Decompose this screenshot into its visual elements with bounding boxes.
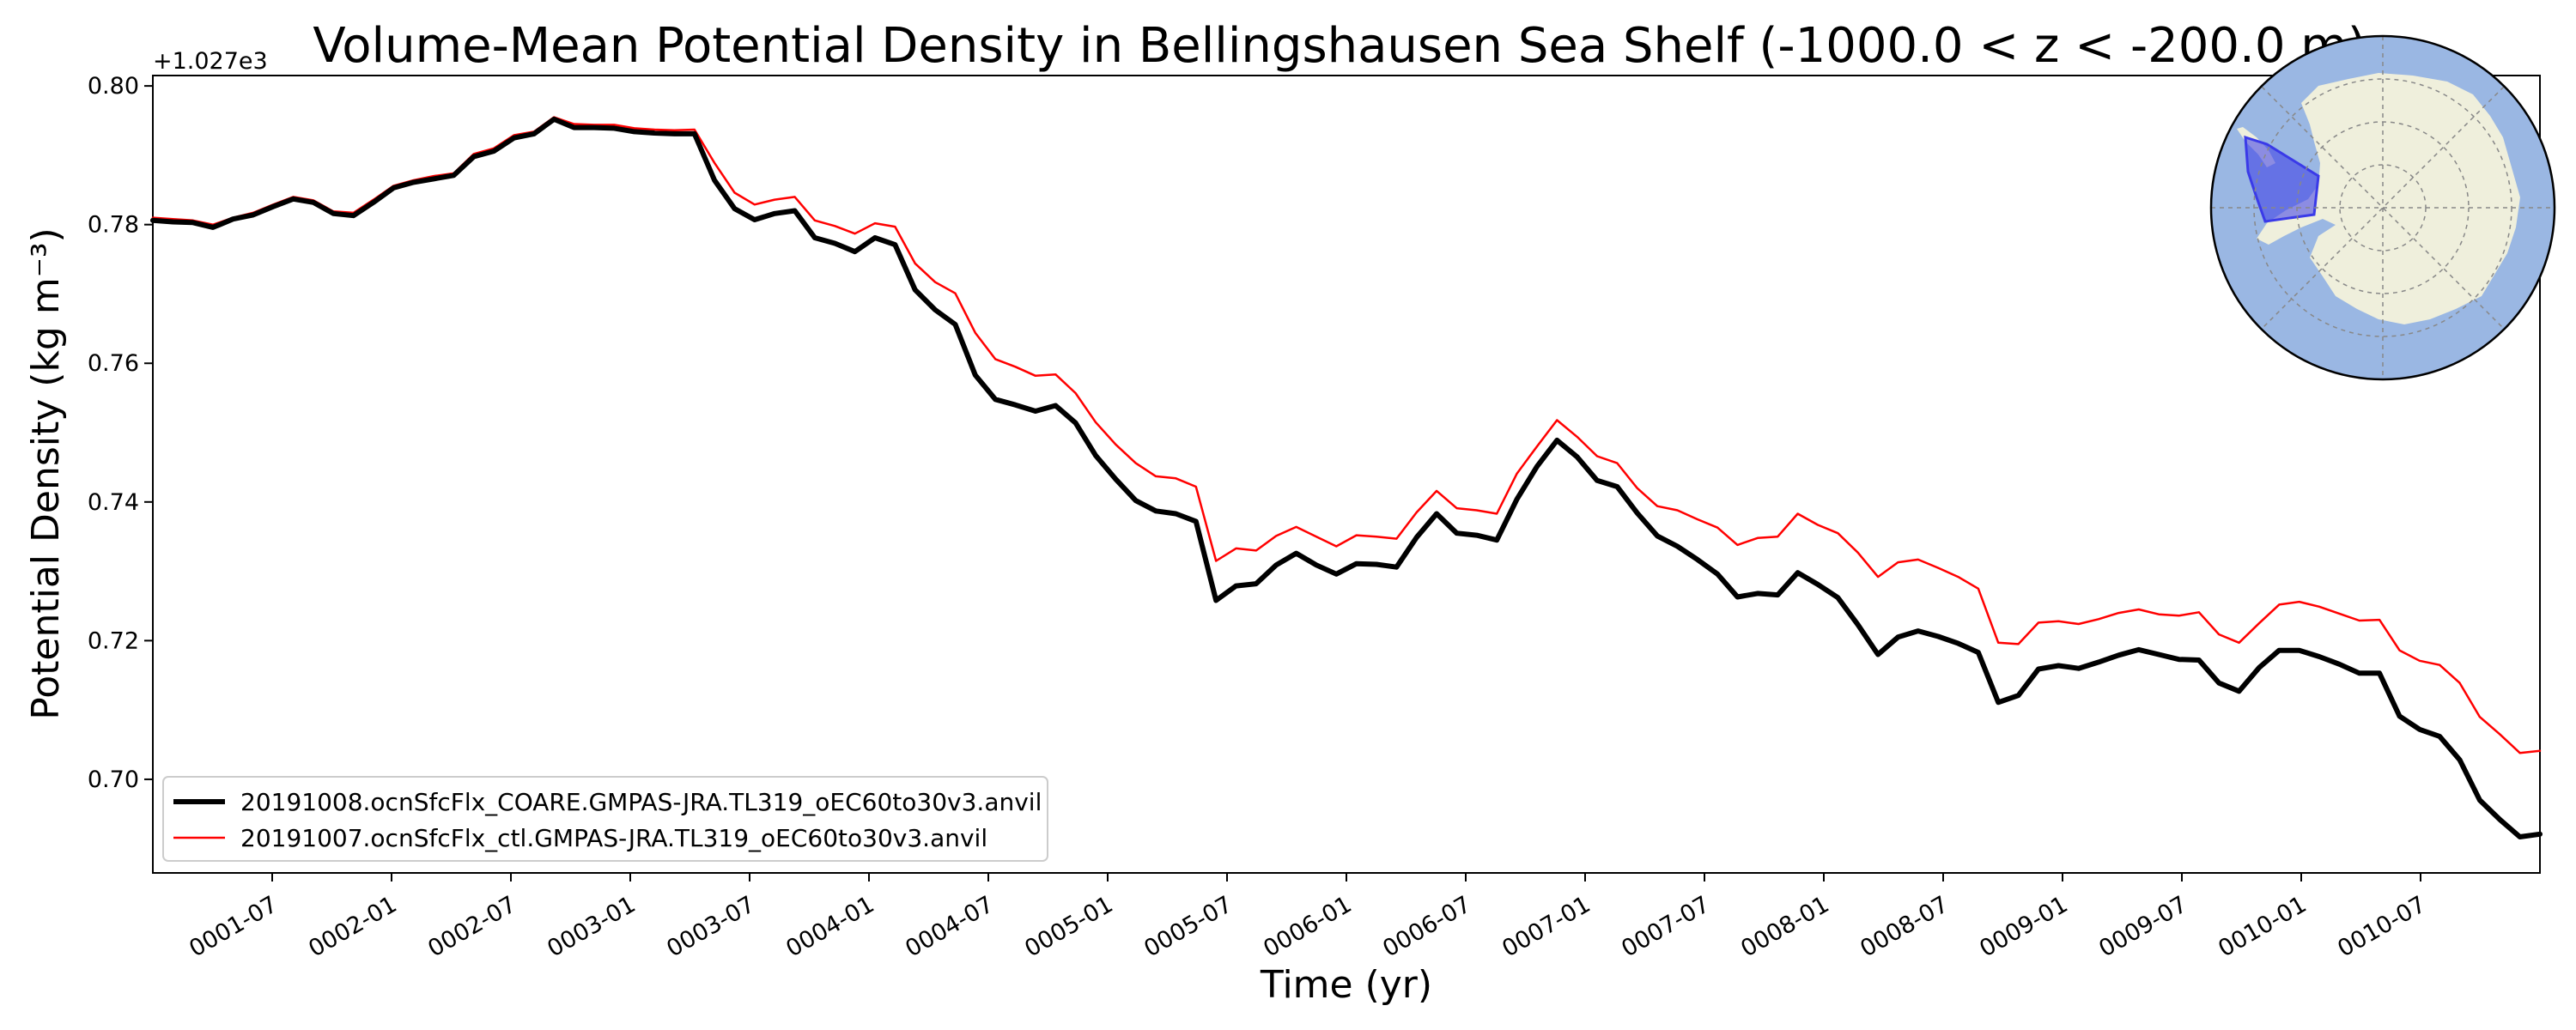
y-tick-label: 0.80: [88, 73, 139, 100]
legend-label-ctl: 20191007.ocnSfcFlx_ctl.GMPAS-JRA.TL319_o…: [240, 824, 987, 852]
y-tick-label: 0.76: [88, 350, 139, 377]
y-axis-label: Potential Density (kg m⁻³): [24, 227, 68, 719]
x-tick-label: 0009-01: [1975, 891, 2072, 962]
x-tick-label: 0007-07: [1617, 891, 1714, 962]
x-tick-label: 0003-01: [543, 891, 640, 962]
map-study-region: [2244, 135, 2320, 223]
plot-frame: [152, 75, 2541, 874]
x-tick-label: 0004-07: [901, 891, 998, 962]
antarctica-map-icon: [2209, 34, 2556, 381]
x-tick-label: 0005-01: [1020, 891, 1117, 962]
series-line-coare: [150, 116, 2543, 839]
x-tick-label: 0006-01: [1259, 891, 1356, 962]
map-border: [2209, 34, 2556, 381]
chart-title: Volume-Mean Potential Density in Belling…: [313, 18, 2366, 74]
x-tick-label: 0002-01: [304, 891, 401, 962]
legend: 20191008.ocnSfcFlx_COARE.GMPAS-JRA.TL319…: [162, 776, 1048, 862]
x-tick-label: 0009-07: [2094, 891, 2191, 962]
x-tick-label: 0005-07: [1139, 891, 1236, 962]
x-tick-label: 0002-07: [423, 891, 520, 962]
y-offset-label: +1.027e3: [153, 48, 268, 75]
x-tick-label: 0008-07: [1856, 891, 1953, 962]
x-axis: 0001-07 0002-01 0002-07 0003-01 0003-07 0004-…: [185, 873, 2431, 962]
x-tick-label: 0010-01: [2214, 891, 2311, 962]
map-gridlines: [2211, 36, 2555, 379]
x-tick-label: 0007-01: [1498, 891, 1595, 962]
y-axis: 0.70 0.72 0.74 0.76 0.78 0.80: [88, 73, 153, 793]
x-tick-label: 0006-07: [1378, 891, 1475, 962]
x-tick-label: 0003-07: [662, 891, 759, 962]
y-tick-label: 0.74: [88, 489, 139, 516]
x-tick-label: 0008-01: [1736, 891, 1833, 962]
y-tick-label: 0.70: [88, 766, 139, 793]
legend-frame: [162, 776, 1048, 862]
y-tick-label: 0.72: [88, 627, 139, 654]
x-tick-label: 0010-07: [2333, 891, 2430, 962]
x-tick-label: 0004-01: [781, 891, 878, 962]
legend-label-coare: 20191008.ocnSfcFlx_COARE.GMPAS-JRA.TL319…: [240, 788, 1042, 816]
series-group: [150, 116, 2543, 839]
x-tick-label: 0001-07: [185, 891, 282, 962]
y-tick-label: 0.78: [88, 212, 139, 239]
x-axis-label: Time (yr): [1260, 963, 1432, 1007]
